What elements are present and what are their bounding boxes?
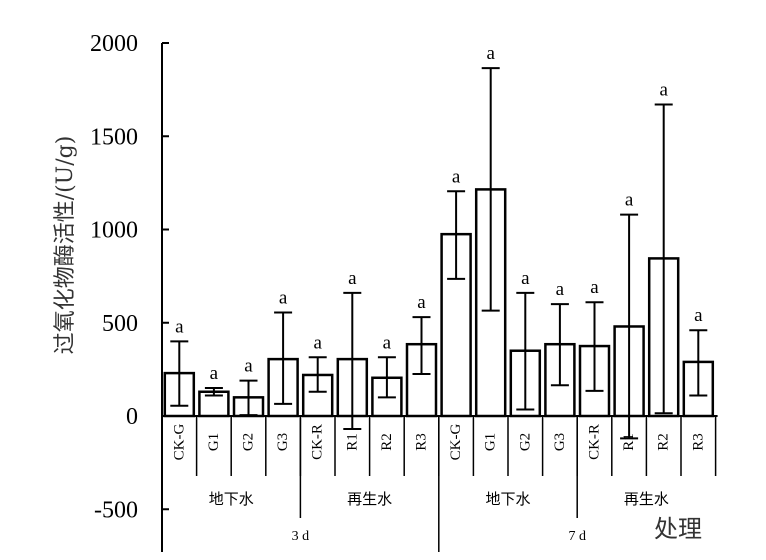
category-label: G1 <box>206 433 222 451</box>
category-label: CK-R <box>587 424 603 460</box>
significance-label: a <box>659 80 668 101</box>
water-group-label: 再生水 <box>347 490 392 508</box>
category-label: G2 <box>241 433 257 451</box>
category-label: CK-R <box>310 424 326 460</box>
water-group-label: 地下水 <box>485 490 530 508</box>
water-group-label: 地下水 <box>209 490 254 508</box>
category-label: G2 <box>517 433 533 451</box>
y-tick-label: 1500 <box>90 124 138 150</box>
water-group-label: 再生水 <box>624 490 669 508</box>
category-label: R3 <box>690 433 706 451</box>
y-tick-label: 0 <box>126 404 138 430</box>
significance-label: a <box>210 363 219 384</box>
category-label: R1 <box>621 433 637 451</box>
category-label: R2 <box>656 433 672 451</box>
y-tick-label: 500 <box>102 311 138 337</box>
significance-label: a <box>625 190 634 211</box>
category-label: R2 <box>379 433 395 451</box>
x-axis-title: 处理 <box>654 515 702 543</box>
category-label: CK-G <box>171 424 187 461</box>
significance-label: a <box>417 292 426 313</box>
significance-label: a <box>452 166 461 187</box>
significance-label: a <box>313 332 322 353</box>
category-label: R1 <box>344 433 360 451</box>
y-axis-title: 过氧化物酶活性/(U/g) <box>53 136 78 355</box>
y-tick-label: 1000 <box>90 218 138 244</box>
category-label: CK-G <box>448 424 464 461</box>
significance-label: a <box>348 268 357 289</box>
y-tick-label: 2000 <box>90 31 138 57</box>
significance-label: a <box>244 356 253 377</box>
category-label: G1 <box>483 433 499 451</box>
significance-label: a <box>279 287 288 308</box>
time-group-label: 3 d <box>292 529 310 544</box>
significance-label: a <box>486 43 495 64</box>
significance-label: a <box>556 279 565 300</box>
category-label: R3 <box>414 433 430 451</box>
significance-label: a <box>694 305 703 326</box>
y-tick-label: -500 <box>94 497 138 523</box>
significance-label: a <box>175 316 184 337</box>
significance-label: a <box>383 332 392 353</box>
category-label: G3 <box>275 433 291 451</box>
significance-label: a <box>521 268 530 289</box>
category-label: G3 <box>552 433 568 451</box>
significance-label: a <box>590 277 599 298</box>
time-group-label: 7 d <box>568 529 586 544</box>
